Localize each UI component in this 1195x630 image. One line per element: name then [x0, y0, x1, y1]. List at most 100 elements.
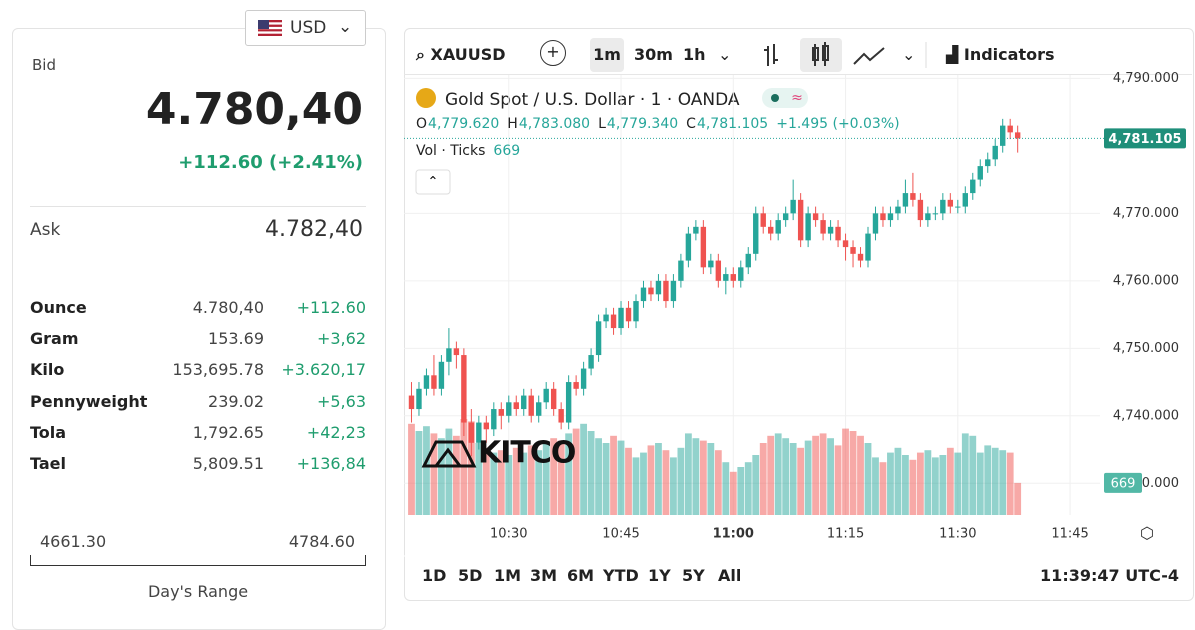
volume-bar — [475, 443, 483, 515]
volume-bar — [505, 455, 513, 515]
candle-body — [782, 213, 789, 221]
price: 4.780,40 — [192, 298, 264, 317]
currency-select[interactable]: USD ⌄ — [245, 10, 366, 46]
last-price-label: 4,781.105 — [1108, 132, 1181, 147]
ohlc-value: 4,779.620 — [428, 116, 499, 132]
volume-bar — [984, 445, 992, 515]
volume-bar — [707, 443, 715, 515]
symbol-text: XAUUSD — [430, 45, 506, 64]
candle-body — [745, 253, 751, 268]
ohlc-key: C — [686, 116, 696, 132]
range-button[interactable]: 1Y — [648, 566, 671, 585]
volume-bar — [737, 467, 745, 515]
volume-bar — [655, 443, 662, 515]
range-button[interactable]: 5D — [458, 566, 483, 585]
volume-bar — [1006, 452, 1014, 515]
quote-row: Kilo 153,695.78 +3.620,17 — [30, 360, 366, 384]
range-button[interactable]: YTD — [603, 566, 639, 585]
change: +3.620,17 — [281, 360, 366, 380]
volume-bar — [535, 450, 543, 515]
candle-body — [760, 213, 766, 227]
candle-body — [573, 382, 579, 389]
range-button[interactable]: 1D — [422, 566, 447, 585]
last-price-box — [1104, 128, 1186, 149]
unit: Pennyweight — [30, 391, 148, 411]
candle-body — [738, 267, 744, 281]
candle-body — [910, 193, 916, 200]
candle-body — [618, 307, 624, 329]
volume-bar — [542, 443, 550, 515]
y-tick-label: 4,750.000 — [1113, 341, 1179, 356]
volume-bar — [834, 445, 842, 515]
candle-body — [880, 213, 886, 221]
candle-body — [827, 226, 834, 234]
interval-menu[interactable]: ⌄ — [718, 45, 732, 64]
candle-body — [1007, 125, 1013, 133]
volume-bar — [782, 438, 790, 515]
candle-body — [700, 226, 707, 268]
add-symbol[interactable]: + — [540, 40, 566, 66]
range-button[interactable]: 6M — [567, 566, 595, 585]
collapse-icon: ⌃ — [428, 175, 439, 190]
collapse[interactable] — [415, 169, 451, 195]
x-tick-label: 10:30 — [490, 527, 527, 542]
volume-bar — [872, 457, 879, 515]
candle-body — [491, 409, 497, 430]
candle-body — [498, 409, 504, 416]
volume-bar — [752, 455, 760, 515]
volume-bar — [916, 452, 924, 515]
volume-bar — [684, 433, 692, 515]
volume-bar — [902, 455, 909, 515]
candle-body — [872, 213, 879, 234]
ohlc-key: O — [416, 116, 427, 132]
volume-bar — [804, 440, 812, 515]
candle-body — [992, 145, 998, 160]
quote-row: Tael 5,809.51 +136,84 — [30, 454, 366, 478]
quote-row: Pennyweight 239.02 +5,63 — [30, 392, 366, 416]
volume-bar — [647, 445, 655, 515]
x-tick-label: 11:15 — [827, 527, 864, 542]
symbol[interactable]: ⌕ XAUUSD — [416, 45, 506, 64]
candle-body — [947, 199, 954, 207]
range-button[interactable]: All — [718, 566, 742, 585]
price: 153,695.78 — [172, 360, 264, 380]
range-button[interactable]: 3M — [530, 566, 558, 585]
volume-bar — [490, 452, 498, 515]
gold-icon — [416, 88, 436, 108]
candle-body — [468, 422, 475, 443]
change: +136,84 — [296, 454, 366, 473]
interval-2[interactable]: 30m — [634, 45, 673, 64]
candle-body — [977, 166, 983, 180]
volume-bar — [999, 450, 1007, 515]
interval-1[interactable]: 1m — [590, 38, 624, 72]
candle-body — [670, 280, 677, 302]
range-high: 4784.60 — [288, 532, 355, 551]
volume-bar — [924, 450, 932, 515]
ask: 4.782,40 — [265, 217, 363, 242]
y-tick-label: 4,760.000 — [1113, 273, 1179, 288]
interval-3[interactable]: 1h — [683, 45, 706, 64]
candle-body — [640, 287, 647, 302]
indicators-text: Indicators — [963, 45, 1055, 64]
x-tick-label: 10:45 — [602, 527, 639, 542]
volume-bar — [797, 447, 805, 515]
indicators[interactable]: ▟ Indicators — [946, 45, 1055, 64]
unit: Tael — [30, 454, 66, 473]
volume-bar — [497, 450, 505, 515]
settings[interactable]: ⬡ — [1140, 524, 1154, 543]
volume-bar — [887, 452, 894, 515]
volume-bar — [954, 452, 962, 515]
range-button[interactable]: 5Y — [682, 566, 705, 585]
volume-bar — [527, 445, 535, 515]
last-volume-label: 669 — [1111, 476, 1136, 491]
volume-bar — [408, 423, 415, 515]
style-menu[interactable]: ⌄ — [902, 45, 916, 64]
clock: 11:39:47 UTC-4 — [1040, 566, 1179, 585]
ohlc-key: L — [598, 116, 606, 132]
range-button[interactable]: 1M — [494, 566, 522, 585]
volume-bar — [789, 443, 797, 515]
status-pill — [762, 88, 808, 108]
candle-body — [461, 355, 467, 423]
ohlc-change: +1.495 (+0.03%) — [776, 116, 899, 132]
volume-bar — [812, 435, 820, 515]
